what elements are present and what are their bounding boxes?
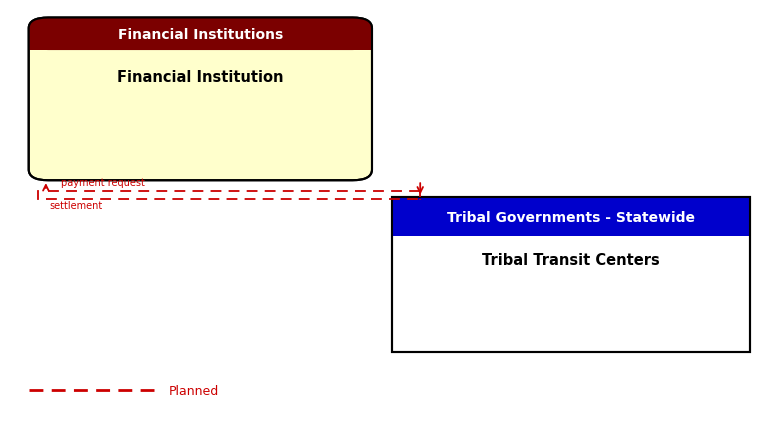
Text: Planned: Planned xyxy=(169,384,219,396)
Text: Financial Institution: Financial Institution xyxy=(117,69,283,84)
Text: Financial Institutions: Financial Institutions xyxy=(117,28,283,42)
FancyBboxPatch shape xyxy=(29,18,372,181)
FancyBboxPatch shape xyxy=(29,18,372,51)
Bar xyxy=(29,33,372,51)
Text: Tribal Governments - Statewide: Tribal Governments - Statewide xyxy=(447,210,695,224)
Text: settlement: settlement xyxy=(50,200,103,210)
Bar xyxy=(392,198,750,352)
Bar xyxy=(392,198,750,352)
Bar xyxy=(392,198,750,237)
Text: payment request: payment request xyxy=(62,178,146,188)
Text: Tribal Transit Centers: Tribal Transit Centers xyxy=(482,252,660,267)
